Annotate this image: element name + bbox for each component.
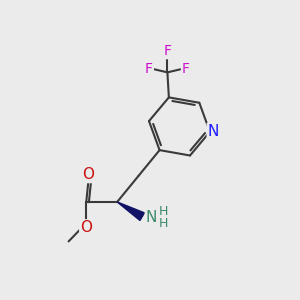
- Text: N: N: [208, 124, 219, 139]
- Text: F: F: [182, 62, 190, 76]
- Text: F: F: [164, 44, 171, 58]
- Text: O: O: [80, 220, 92, 236]
- Text: F: F: [145, 62, 153, 76]
- Polygon shape: [117, 202, 144, 220]
- Text: N: N: [146, 210, 157, 225]
- Text: H: H: [159, 205, 168, 218]
- Text: H: H: [159, 217, 168, 230]
- Text: O: O: [82, 167, 94, 182]
